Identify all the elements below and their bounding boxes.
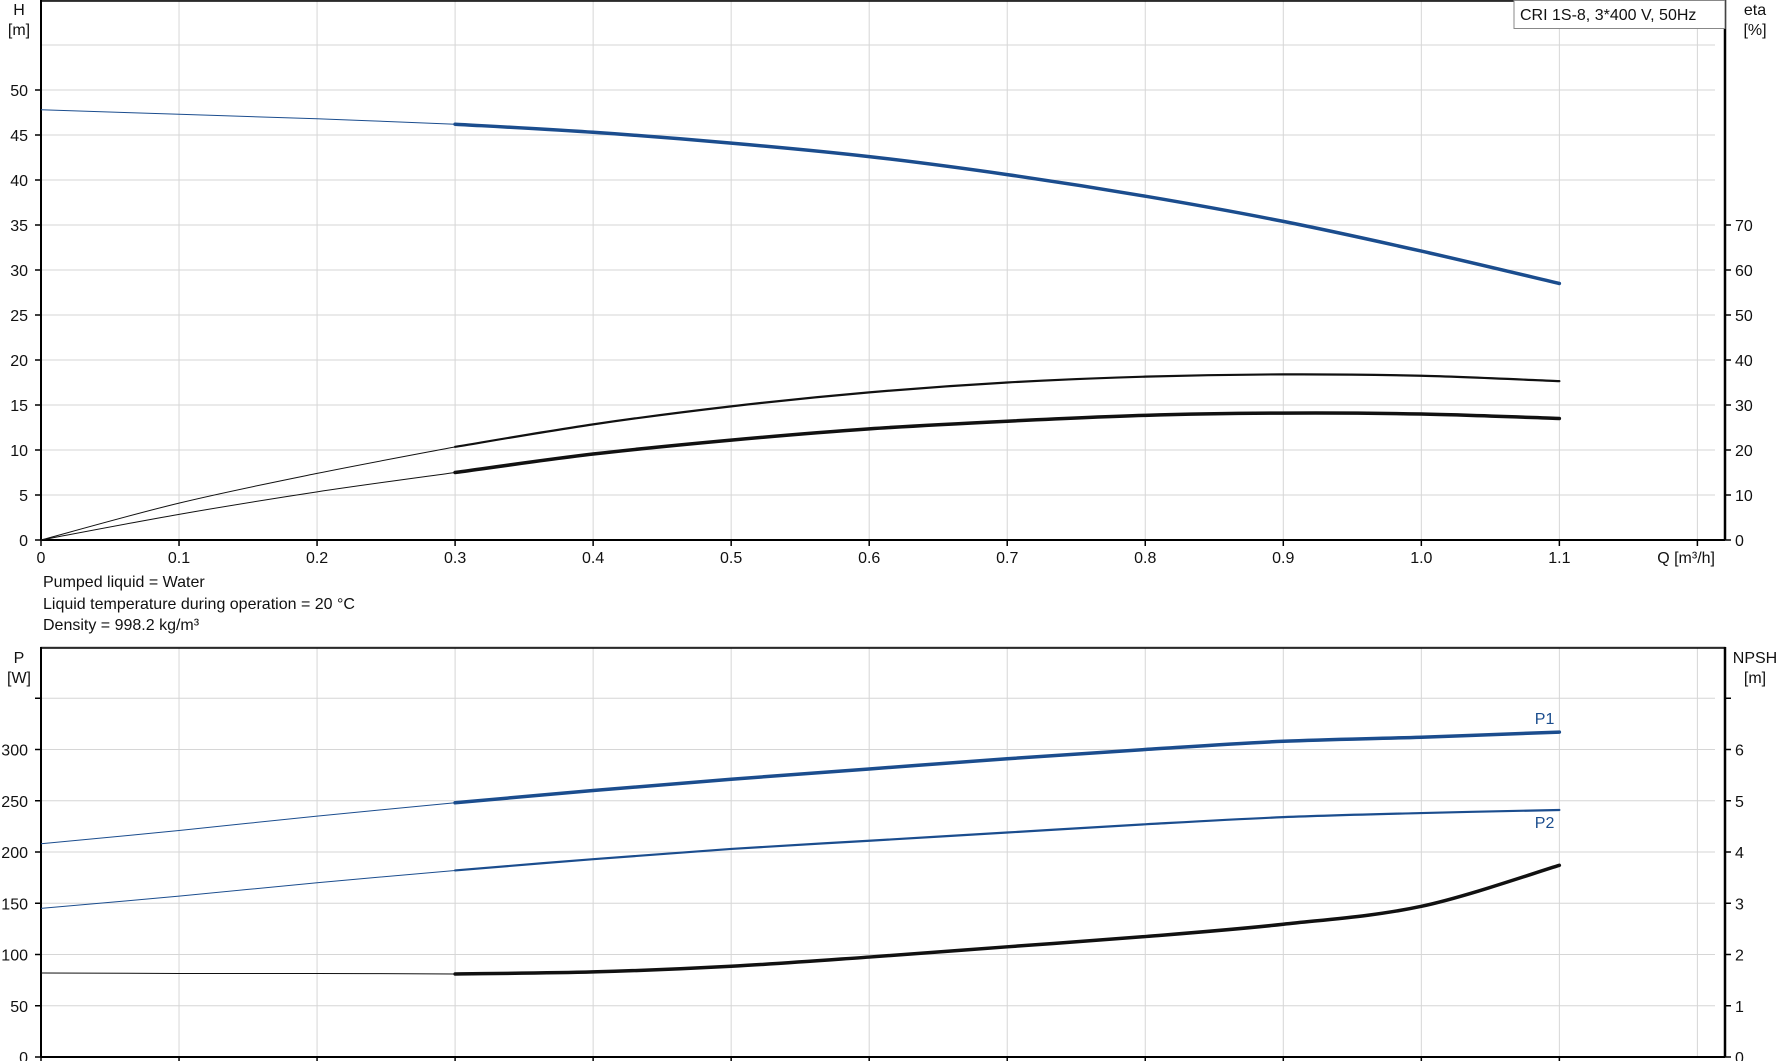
series-line-extrapolated [40,109,456,125]
y2-tick-label: 5 [1735,794,1744,811]
y2-tick-label: 6 [1735,743,1744,760]
y-tick-label: 30 [10,263,28,280]
series-line [453,373,1561,448]
y-tick-label: 35 [10,218,28,235]
x-tick-label: 0.4 [582,550,604,567]
y-tick-label: 50 [10,83,28,100]
y2-tick-label: 20 [1735,443,1753,460]
legend-text: CRI 1S-8, 3*400 V, 50Hz [1520,7,1696,24]
y2-tick-label: 30 [1735,398,1753,415]
y-tick-label: 15 [10,398,28,415]
x-tick-label: 1.1 [1548,550,1570,567]
y2-axis-unit: [m] [1744,670,1766,687]
y2-axis-unit: [%] [1743,22,1766,39]
y-tick-label: 250 [1,794,28,811]
y2-axis-label: eta [1744,2,1766,19]
series-line-extrapolated [40,869,456,909]
y2-tick-label: 10 [1735,488,1753,505]
y2-tick-label: 70 [1735,218,1753,235]
series-line [453,122,1562,286]
y2-tick-label: 40 [1735,353,1753,370]
y-tick-label: 50 [10,999,28,1016]
y2-tick-label: 0 [1735,1050,1744,1061]
y-axis-unit: [m] [8,22,30,39]
y2-tick-label: 1 [1735,999,1744,1016]
series-line [453,411,1562,475]
x-tick-label: 0 [37,550,46,567]
liquid-temperature-note: Liquid temperature during operation = 20… [43,596,355,613]
y-axis-label: H [13,2,25,19]
y-tick-label: 45 [10,128,28,145]
series-line [453,808,1561,872]
y-tick-label: 300 [1,743,28,760]
series-line-extrapolated [40,472,456,541]
series-label-p1: P1 [1535,711,1555,728]
x-tick-label: 0.6 [858,550,880,567]
y2-tick-label: 4 [1735,845,1744,862]
y2-tick-label: 60 [1735,263,1753,280]
pumped-liquid-note: Pumped liquid = Water [43,574,205,591]
y2-tick-label: 0 [1735,533,1744,550]
x-tick-label: 0.5 [720,550,742,567]
x-tick-label: 0.7 [996,550,1018,567]
y-tick-label: 0 [19,1050,28,1061]
y-axis-unit: [W] [7,670,31,687]
y-tick-label: 40 [10,173,28,190]
x-tick-label: 0.9 [1272,550,1294,567]
y-tick-label: 25 [10,308,28,325]
series-line [453,863,1562,976]
x-tick-label: 1.0 [1410,550,1432,567]
x-tick-label: 0.8 [1134,550,1156,567]
y-tick-label: 200 [1,845,28,862]
x-tick-label: 0.3 [444,550,466,567]
x-axis-label: Q [m³/h] [1657,550,1715,567]
series-label-p2: P2 [1535,815,1555,832]
density-note: Density = 998.2 kg/m³ [43,617,200,634]
y-tick-label: 150 [1,896,28,913]
series-line-extrapolated [40,802,456,845]
x-tick-label: 0.2 [306,550,328,567]
series-line-extrapolated [40,446,456,541]
y-tick-label: 100 [1,948,28,965]
y-tick-label: 0 [19,533,28,550]
y-tick-label: 5 [19,488,28,505]
x-tick-label: 0.1 [168,550,190,567]
y2-tick-label: 2 [1735,948,1744,965]
y2-tick-label: 50 [1735,308,1753,325]
series-line-extrapolated [40,972,456,975]
y-axis-label: P [14,650,25,667]
y-tick-label: 10 [10,443,28,460]
legend-box [1513,0,1726,29]
y2-axis-label: NPSH [1733,650,1777,667]
y2-tick-label: 3 [1735,896,1744,913]
series-line [453,730,1562,805]
y-tick-label: 20 [10,353,28,370]
